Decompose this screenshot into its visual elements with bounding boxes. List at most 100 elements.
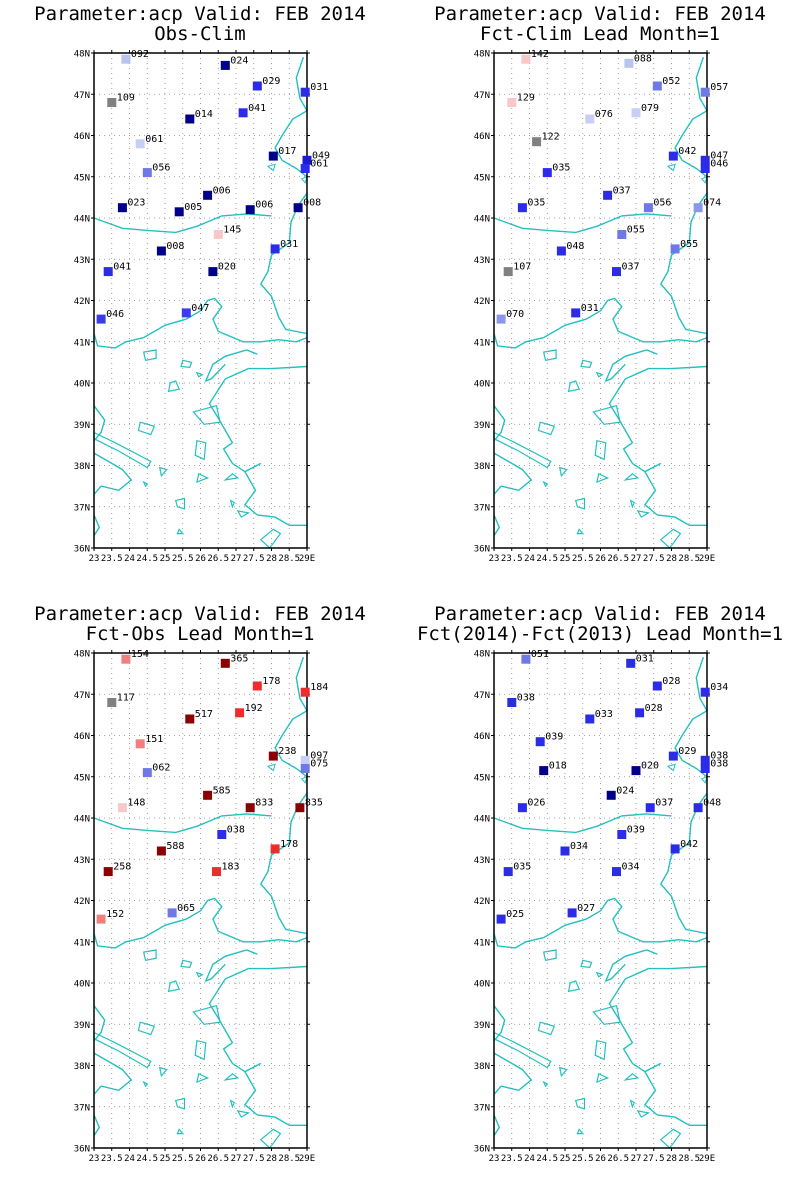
station-value-label: 075 — [310, 759, 328, 770]
station-marker — [142, 168, 152, 178]
island-outline — [623, 473, 640, 481]
lat-tick-label: 37N — [474, 503, 490, 513]
lat-tick-label: 41N — [74, 338, 90, 348]
station-value-label: 047 — [710, 150, 728, 161]
coastline — [259, 792, 308, 935]
coastline — [208, 965, 308, 1073]
station-value-label: 046 — [106, 309, 124, 320]
lat-tick-label: 44N — [74, 815, 90, 825]
station-value-label: 038 — [517, 693, 535, 704]
station-marker — [612, 867, 621, 877]
lon-tick-label: 27 — [631, 1154, 642, 1164]
island-outline — [558, 466, 568, 478]
station-marker — [167, 908, 177, 918]
lon-tick-label: 27.5 — [643, 554, 665, 564]
lat-tick-label: 40N — [74, 980, 90, 990]
coastline — [493, 813, 672, 834]
island-outline — [580, 959, 593, 968]
coastline — [643, 1062, 707, 1126]
panel-title: Parameter:acp Valid: FEB 2014 — [434, 3, 766, 25]
island-outline — [595, 971, 604, 978]
island-outline — [596, 1072, 610, 1083]
station-marker — [300, 164, 310, 173]
lat-tick-label: 38N — [74, 1062, 90, 1072]
station-value-label: 142 — [531, 49, 549, 60]
coastline — [93, 213, 272, 234]
coastline — [659, 192, 708, 335]
island-outline — [142, 349, 157, 362]
station-marker — [300, 87, 310, 97]
station-value-label: 152 — [106, 909, 124, 920]
coastline — [93, 910, 201, 949]
island-outline — [567, 980, 581, 993]
station-value-label: 183 — [222, 862, 240, 873]
lat-tick-label: 43N — [74, 856, 90, 866]
lat-tick-label: 40N — [474, 380, 490, 390]
station-marker — [631, 108, 641, 118]
island-outline — [180, 359, 193, 368]
station-value-label: 074 — [703, 198, 721, 209]
island-outline — [537, 1021, 556, 1036]
island-outline — [259, 1128, 282, 1149]
station-marker — [220, 60, 230, 70]
lon-tick-label: 26 — [195, 554, 206, 564]
island-outline — [196, 472, 210, 483]
station-marker — [700, 764, 710, 773]
lat-tick-label: 39N — [74, 1021, 90, 1031]
station-value-label: 062 — [152, 763, 170, 774]
station-value-label: 014 — [195, 109, 213, 120]
island-outline — [537, 421, 556, 436]
lat-tick-label: 47N — [474, 91, 490, 101]
lat-tick-label: 44N — [474, 215, 490, 225]
station-marker — [117, 203, 127, 213]
station-value-label: 008 — [303, 198, 321, 209]
lon-tick-label: 25 — [560, 554, 571, 564]
coastline — [493, 310, 601, 349]
island-outline — [623, 1073, 640, 1081]
station-marker — [626, 658, 636, 668]
station-marker — [556, 246, 566, 256]
station-marker — [521, 654, 531, 664]
island-outline — [192, 1004, 221, 1025]
coastline — [259, 192, 308, 335]
coastline — [243, 1062, 307, 1126]
lon-tick-label: 23.5 — [101, 554, 123, 564]
station-marker — [270, 844, 280, 854]
station-value-label: 517 — [195, 709, 213, 720]
island-outline — [542, 949, 557, 962]
lon-tick-label: 26.5 — [207, 1154, 229, 1164]
lat-tick-label: 36N — [74, 1145, 90, 1155]
station-marker — [117, 803, 127, 813]
station-value-label: 588 — [166, 841, 184, 852]
station-marker — [606, 790, 616, 800]
station-marker — [693, 203, 703, 213]
island-outline — [142, 1080, 149, 1088]
lon-tick-label: 23 — [489, 1154, 500, 1164]
lat-tick-label: 39N — [474, 1021, 490, 1031]
station-marker — [295, 803, 305, 813]
island-outline — [576, 1128, 585, 1135]
station-value-label: 037 — [613, 185, 631, 196]
lon-tick-label: 27 — [631, 554, 642, 564]
island-outline — [223, 1073, 240, 1081]
lat-tick-label: 44N — [74, 215, 90, 225]
island-outline — [596, 472, 610, 483]
lon-tick-label: 29E — [699, 554, 715, 564]
station-map: 48N47N46N45N44N43N42N41N40N39N38N37N36N2… — [474, 649, 729, 1164]
island-outline — [93, 431, 152, 469]
station-value-label: 035 — [552, 163, 570, 174]
station-value-label: 051 — [531, 649, 549, 660]
station-value-label: 097 — [310, 750, 328, 761]
coastline — [93, 1114, 101, 1136]
coastline — [493, 1005, 506, 1042]
coastline — [608, 965, 708, 1073]
station-value-label: 047 — [191, 303, 209, 314]
station-marker — [121, 654, 131, 664]
station-marker — [693, 803, 703, 813]
station-marker — [535, 737, 545, 747]
station-value-label: 020 — [218, 262, 236, 273]
station-marker — [245, 803, 255, 813]
coastline — [274, 656, 308, 778]
station-value-label: 129 — [517, 93, 535, 104]
station-value-label: 041 — [113, 262, 131, 273]
